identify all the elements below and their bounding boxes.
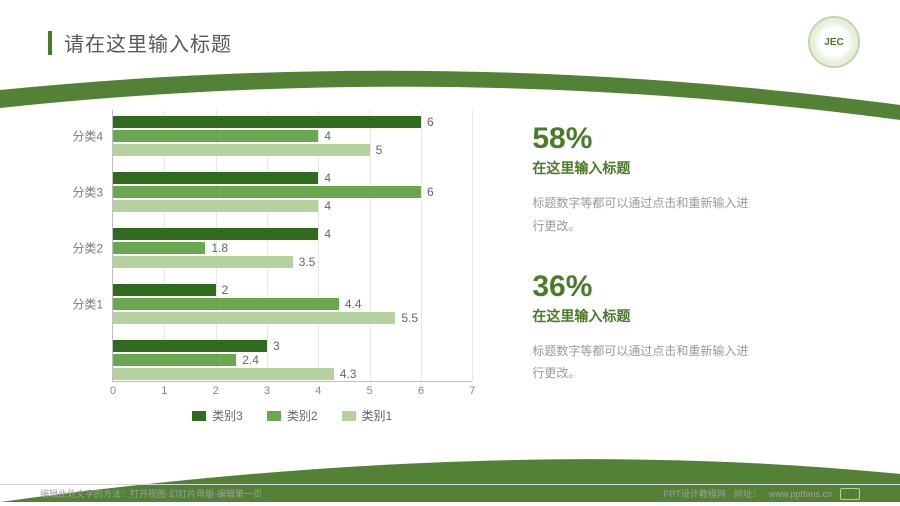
legend-label: 类别1 [362, 407, 393, 424]
x-tick-label: 3 [264, 385, 270, 397]
bar [113, 340, 267, 352]
title-bar: 请在这里输入标题 [48, 28, 232, 57]
bar-group: 分类124.45.5 [113, 284, 472, 324]
legend-item: 类别2 [267, 407, 318, 424]
category-label: 分类2 [72, 240, 103, 257]
bar-value-label: 3.5 [299, 255, 316, 269]
stat-title: 在这里输入标题 [532, 158, 860, 178]
bar-value-label: 5.5 [401, 311, 418, 325]
stat-description: 标题数字等都可以通过点击和重新输入进行更改。 [532, 192, 752, 238]
bar [113, 256, 293, 268]
title-accent-mark [48, 31, 52, 55]
bar [113, 200, 318, 212]
stat-title: 在这里输入标题 [532, 306, 860, 326]
category-label: 分类1 [72, 296, 103, 313]
x-tick-label: 7 [469, 385, 475, 397]
bar [113, 144, 370, 156]
x-tick-label: 5 [367, 385, 373, 397]
bar-group: 分类241.83.5 [113, 228, 472, 268]
bar-group: 分类4645 [113, 116, 472, 156]
stat-block: 36% 在这里输入标题标题数字等都可以通过点击和重新输入进行更改。 [532, 272, 860, 386]
bar [113, 312, 395, 324]
bar [113, 186, 421, 198]
bar-value-label: 4 [324, 227, 331, 241]
legend-label: 类别2 [287, 407, 318, 424]
bar-value-label: 4 [324, 199, 331, 213]
footer-left-text: 编辑此处文字的方法：打开视图-幻灯片母版-编辑第一页 [40, 487, 262, 500]
chart-container: 0 1 2 3 4 5 6 7 分类4 6 4 5 分类3 4 6 4 分类2 4 1.8 3.5 分类1 2 4.4 5.5… [40, 110, 482, 446]
bar [113, 354, 236, 366]
bar-value-label: 4.3 [340, 367, 357, 381]
legend-item: 类别3 [192, 407, 243, 424]
page-title: 请在这里输入标题 [64, 28, 232, 57]
stat-block: 58% 在这里输入标题标题数字等都可以通过点击和重新输入进行更改。 [532, 124, 860, 238]
bar-value-label: 4 [324, 129, 331, 143]
legend-label: 类别3 [212, 407, 243, 424]
legend-swatch [192, 411, 206, 421]
stats-column: 58%在这里输入标题标题数字等都可以通过点击和重新输入进行更改。36%在这里输入… [482, 110, 860, 446]
chart-legend: 类别3 类别2 类别1 [112, 407, 472, 424]
bar-value-label: 1.8 [211, 241, 228, 255]
x-tick-label: 2 [213, 385, 219, 397]
bar-value-label: 6 [427, 115, 434, 129]
footer: 编辑此处文字的方法：打开视图-幻灯片母版-编辑第一页 PPT设计教程网 网址： … [0, 484, 900, 500]
stat-percentage: 58% [532, 124, 860, 154]
category-label: 分类4 [72, 128, 103, 145]
legend-swatch [342, 411, 356, 421]
x-tick-label: 0 [110, 385, 116, 397]
bar-value-label: 2.4 [242, 353, 259, 367]
footer-url-label: 网址： [734, 487, 761, 500]
bar [113, 284, 216, 296]
bar [113, 298, 339, 310]
bar-value-label: 3 [273, 339, 280, 353]
bar [113, 368, 334, 380]
x-tick-label: 4 [315, 385, 321, 397]
bar [113, 172, 318, 184]
bar-value-label: 4.4 [345, 297, 362, 311]
category-label: 分类3 [72, 184, 103, 201]
legend-swatch [267, 411, 281, 421]
bar-group: 3 2.4 4.3 [113, 340, 472, 380]
footer-right: PPT设计教程网 网址： www.pptfans.cn 18 [663, 487, 860, 500]
bar-value-label: 2 [222, 283, 229, 297]
bar-group: 分类3464 [113, 172, 472, 212]
stat-percentage: 36% [532, 272, 860, 302]
page-number-badge: 18 [840, 488, 860, 500]
grid-line [472, 110, 473, 381]
bar-value-label: 6 [427, 185, 434, 199]
slide: 请在这里输入标题 JEC 0 1 2 3 4 5 6 7 分类4 6 4 5 分类3 4 6 4 分类2 4 1.8… [0, 0, 900, 506]
bar [113, 242, 205, 254]
content-row: 0 1 2 3 4 5 6 7 分类4 6 4 5 分类3 4 6 4 分类2 4 1.8 3.5 分类1 2 4.4 5.5… [40, 110, 860, 446]
footer-url: www.pptfans.cn [769, 489, 832, 499]
chart-plot-area: 01234567分类4645分类3464分类241.83.5分类124.45.5… [112, 110, 472, 382]
footer-brand: PPT设计教程网 [663, 487, 726, 500]
bar [113, 130, 318, 142]
legend-item: 类别1 [342, 407, 393, 424]
grouped-bar-chart: 0 1 2 3 4 5 6 7 分类4 6 4 5 分类3 4 6 4 分类2 4 1.8 3.5 分类1 2 4.4 5.5… [40, 110, 482, 446]
college-logo-icon: JEC [808, 16, 860, 68]
bar-value-label: 4 [324, 171, 331, 185]
x-tick-label: 1 [161, 385, 167, 397]
bar [113, 228, 318, 240]
stat-description: 标题数字等都可以通过点击和重新输入进行更改。 [532, 340, 752, 386]
bar [113, 116, 421, 128]
bar-value-label: 5 [376, 143, 383, 157]
x-tick-label: 6 [418, 385, 424, 397]
